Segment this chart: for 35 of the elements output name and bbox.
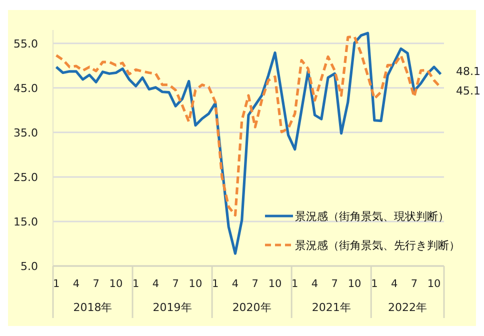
x-tick-label: 10	[268, 278, 282, 290]
x-tick-label: 1	[132, 278, 140, 290]
y-tick-label: 25.0	[14, 170, 38, 184]
x-tick-label: 10	[427, 278, 441, 290]
x-tick-label: 4	[72, 278, 80, 290]
text: 45.1	[456, 84, 480, 98]
x-tick-label: 10	[109, 278, 123, 290]
text: 2022年	[388, 301, 428, 314]
x-tick-label: 7	[172, 278, 179, 290]
x-tick-label: 7	[92, 278, 100, 290]
y-tick-label: 5.0	[20, 260, 38, 273]
text: 2021年	[312, 301, 351, 314]
text: 2020年	[232, 301, 272, 314]
legend-label: 景況感（街角景気、先行き判断）	[295, 239, 460, 252]
x-tick-label: 4	[232, 278, 239, 290]
y-tick-label: 15.0	[14, 215, 38, 228]
x-tick-label: 4	[311, 278, 318, 290]
x-tick-label: 10	[348, 278, 362, 290]
y-tick-label: 55.0	[14, 37, 38, 50]
x-tick-label: 4	[152, 278, 160, 290]
x-tick-label: 1	[212, 278, 219, 290]
y-tick-label: 45.0	[14, 82, 38, 95]
text: 48.1	[456, 65, 480, 78]
x-tick-label: 7	[410, 278, 418, 290]
x-tick-label: 7	[252, 278, 258, 290]
x-tick-label: 1	[52, 278, 60, 290]
text: 2018年	[73, 301, 112, 314]
text: 2019年	[152, 301, 192, 314]
x-tick-label: 7	[331, 278, 338, 290]
legend-label: 景況感（街角景気、現状判断）	[295, 210, 449, 223]
x-tick-label: 1	[292, 278, 298, 290]
x-tick-label: 10	[188, 278, 202, 290]
x-tick-label: 4	[390, 278, 398, 290]
y-tick-label: 35.0	[14, 126, 38, 140]
x-tick-label: 1	[371, 278, 378, 290]
